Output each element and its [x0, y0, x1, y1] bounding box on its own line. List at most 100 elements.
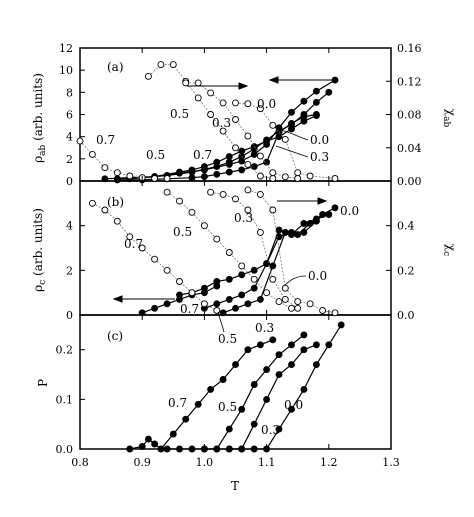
- panel-c-series-2-point-7: [288, 361, 295, 369]
- panel-a-series-4-point-7: [163, 175, 171, 182]
- panel-a-series-6-point-4: [232, 116, 239, 123]
- panel-b-series-0-point-4: [269, 262, 277, 270]
- tick-label-x-0: 0.8: [71, 456, 89, 469]
- panel-b-series-7-point-2: [269, 206, 277, 214]
- label-a-05-open: 0.5: [170, 107, 189, 121]
- panel-b-series-2-point-4: [225, 275, 233, 283]
- panel-b-series-7-point-0: [244, 186, 252, 194]
- panel-c-series-3-point-0: [225, 445, 233, 453]
- panel-a-series-4-point-4: [126, 172, 134, 180]
- arrow-b-right: [277, 197, 328, 205]
- panel-a-series-3-point-0: [113, 176, 121, 184]
- panel-a-series-4-point-6: [151, 175, 159, 182]
- panel-b-series-1-point-4: [250, 284, 258, 292]
- panel-c-series-2-point-8: [300, 346, 308, 354]
- panel-c-series-3-point-8: [325, 341, 333, 349]
- label-a-00-filled: 0.0: [310, 133, 329, 147]
- axis-ticks: 0 2 4 6 8 10 12 0.00 0.04 0.08 0.12 0.16 0 2 4 0.0 0.2 0.…: [56, 42, 422, 469]
- panel-b-series-4-point-2: [113, 217, 121, 225]
- panel-c-series-0-point-7: [194, 400, 202, 408]
- label-a-00-open: 0.0: [257, 97, 276, 111]
- panel-a-series-4-point-0: [76, 137, 84, 145]
- panel-b-series-2-point-8: [275, 233, 283, 241]
- panel-b-series-6-point-2: [232, 195, 239, 203]
- label-b-03-open: 0.3: [234, 211, 253, 225]
- panel-c-series-1-point-9: [275, 351, 283, 359]
- panel-a-series-2-point-3: [176, 168, 183, 176]
- panel-a-series-3-point-5: [213, 170, 221, 178]
- panel-c-label: (c): [107, 329, 123, 343]
- panel-b-series-5-line: [166, 191, 292, 309]
- panel-c-series-2-point-1: [213, 445, 221, 453]
- panel-a-series-4-point-2: [101, 164, 109, 172]
- panel-c-series-3-point-5: [288, 405, 295, 413]
- panel-b-series-4-point-7: [176, 278, 183, 285]
- panel-a-series-5-point-8: [244, 160, 252, 168]
- panel-b-series-7-point-6: [319, 307, 327, 314]
- panel-a-series-7-point-3: [269, 121, 277, 129]
- panel-c-series-1-point-10: [288, 341, 295, 349]
- panel-a-series-2-point-5: [200, 163, 208, 171]
- tick-label-b-left-2: 4: [66, 220, 73, 233]
- panel-c-series-0-line: [129, 339, 274, 450]
- panel-b-series-4-point-1: [101, 206, 109, 214]
- panel-a-series-3-point-13: [312, 111, 320, 118]
- label-a-07-filled: 0.7: [193, 148, 212, 162]
- arrow-b-left: [112, 295, 175, 303]
- tick-label-b-right-0: 0.0: [397, 309, 415, 322]
- panel-b-series-5-point-0: [163, 188, 171, 196]
- panel-b-series-1-point-8: [300, 219, 308, 227]
- panel-c-series-1-line: [167, 334, 305, 450]
- tick-label-a-left-0: 0: [66, 175, 73, 188]
- panel-a-series-3-point-6: [225, 168, 233, 176]
- tick-label-a-left-5: 10: [59, 64, 73, 77]
- panel-b-series-3-point-1: [151, 304, 159, 312]
- label-a-03-filled: 0.3: [310, 150, 329, 164]
- label-a-07-open: 0.7: [96, 133, 115, 147]
- panel-c-series-1-point-0: [163, 445, 171, 453]
- panel-c-series-0-point-4: [157, 445, 165, 453]
- tick-label-b-right-1: 0.2: [397, 264, 415, 277]
- panel-b-series-5-point-5: [225, 249, 233, 256]
- panel-b-series-2-point-7: [263, 260, 271, 268]
- tick-label-b-left-1: 2: [66, 264, 73, 277]
- panel-a-series-2-point-0: [101, 175, 109, 183]
- panel-b-data: [88, 186, 339, 317]
- panel-b-series-4-point-0: [88, 199, 96, 207]
- panel-a-series-0-point-10: [300, 97, 308, 105]
- panel-b-series-3-point-2: [163, 300, 171, 308]
- panel-a-series-5-point-7: [232, 144, 239, 152]
- panel-a-series-6-point-9: [294, 175, 302, 182]
- panel-b-series-4-point-8: [188, 289, 196, 297]
- panel-b-series-1-point-6: [275, 226, 283, 234]
- tick-label-b-right-2: 0.4: [397, 220, 415, 233]
- panel-b-series-2-point-5: [238, 271, 246, 279]
- label-b-07-open: 0.7: [124, 237, 143, 251]
- panel-c-series-0-point-0: [126, 445, 134, 453]
- panel-a-series-6-point-8: [281, 173, 289, 181]
- panel-a-series-6-point-0: [182, 79, 190, 87]
- panel-c-series-2-point-6: [275, 371, 283, 379]
- panel-c-series-0-point-3: [151, 440, 159, 448]
- panel-a-data: [76, 61, 339, 184]
- ylabel-b-right: χc: [441, 244, 458, 256]
- panel-b-series-6-point-3: [244, 206, 252, 214]
- arrow-a-left: [268, 76, 334, 84]
- panel-c-series-3-point-2: [250, 445, 258, 453]
- tick-label-c-left-0: 0.0: [56, 443, 74, 456]
- label-a-03-open: 0.3: [212, 116, 231, 130]
- panel-b-label: (b): [107, 195, 124, 209]
- label-c-05: 0.5: [218, 400, 237, 414]
- panel-b-series-5-point-6: [238, 262, 246, 270]
- leader-b-05: [217, 311, 225, 333]
- panel-c-series-1-point-7: [250, 381, 258, 388]
- arrow-a-right: [187, 82, 249, 90]
- panel-b-series-3-point-6: [213, 282, 221, 290]
- panel-a-series-5-point-4: [194, 94, 202, 102]
- panel-a-series-6-point-7: [269, 169, 277, 177]
- panel-a-series-2-point-4: [188, 166, 196, 174]
- panel-a-series-7-point-0: [232, 99, 239, 107]
- panel-a-series-6-point-2: [207, 89, 215, 97]
- panel-b-series-4-point-4: [138, 244, 146, 252]
